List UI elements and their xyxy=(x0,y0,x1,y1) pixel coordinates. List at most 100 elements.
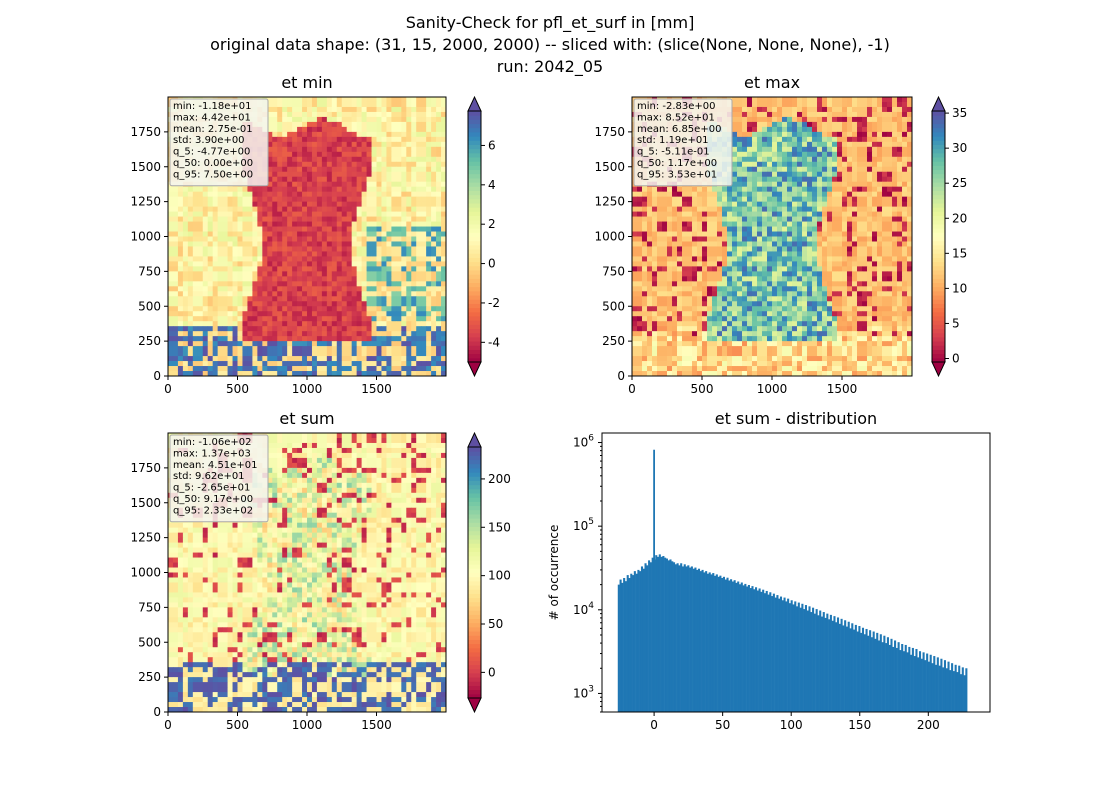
histogram-bar xyxy=(683,564,686,712)
colorbar-extend-max xyxy=(931,95,946,112)
colorbar-tick-label: 35 xyxy=(952,106,967,120)
colorbar-tick-label: 100 xyxy=(488,569,511,583)
histogram-bar xyxy=(703,572,706,712)
stats-line: max: 4.42e+01 xyxy=(173,112,251,123)
histogram-bar xyxy=(674,564,677,712)
colorbar-tick-label: 4 xyxy=(488,178,496,192)
histogram-bar xyxy=(803,609,806,712)
histogram-bar xyxy=(655,555,658,712)
figure-title-line-1: Sanity-Check for pfl_et_surf in [mm] xyxy=(405,13,695,32)
histogram-bar xyxy=(635,573,638,712)
stats-line: std: 1.19e+01 xyxy=(637,135,709,146)
stats-line: std: 3.90e+00 xyxy=(173,135,245,146)
stats-box xyxy=(169,434,269,523)
histogram-bar xyxy=(826,613,829,712)
histogram-bar xyxy=(790,600,793,712)
x-tick-label: 0 xyxy=(164,382,172,396)
colorbar-tick-label: -4 xyxy=(488,335,500,349)
histogram-bar xyxy=(958,665,961,712)
y-tick-label: 1250 xyxy=(594,195,625,209)
histogram-bar xyxy=(792,604,795,712)
histogram-bar xyxy=(922,652,925,712)
histogram-bar xyxy=(746,586,749,712)
colorbar-tick-label: 6 xyxy=(488,138,496,152)
y-tick-label: 250 xyxy=(602,334,625,348)
histogram-bar xyxy=(705,571,708,712)
histogram-bar xyxy=(936,657,939,712)
histogram-bar xyxy=(689,567,692,712)
histogram-bar xyxy=(886,637,889,712)
histogram-bar xyxy=(861,627,865,712)
histogram-x-tick-label: 200 xyxy=(917,718,940,732)
histogram-bar xyxy=(911,647,914,712)
histogram-bar xyxy=(956,672,959,712)
histogram-bar xyxy=(901,644,904,712)
histogram-bar xyxy=(885,643,888,712)
histogram-bar xyxy=(796,606,799,712)
histogram-bar xyxy=(836,617,840,712)
stats-line: mean: 6.85e+00 xyxy=(637,124,721,135)
histogram-bar xyxy=(769,592,772,712)
y-tick-label: 1500 xyxy=(130,496,161,510)
histogram-bar xyxy=(753,589,756,712)
histogram-bar xyxy=(872,631,875,712)
histogram-bar xyxy=(828,619,831,712)
colorbar-extend-min xyxy=(467,361,482,378)
stats-box xyxy=(633,98,733,187)
stats-line: q_95: 7.50e+00 xyxy=(173,169,253,180)
colorbar-tick-label: 0 xyxy=(488,257,496,271)
histogram-bar xyxy=(696,569,699,712)
histogram-bar xyxy=(963,675,966,712)
histogram-bar xyxy=(838,623,841,712)
histogram-bar xyxy=(858,626,861,712)
histogram-bar xyxy=(751,586,754,712)
histogram-bar xyxy=(680,563,683,712)
histogram-x-tick-label: 100 xyxy=(780,718,803,732)
histogram-bar xyxy=(758,588,761,712)
histogram-bar xyxy=(779,596,783,712)
histogram-bar xyxy=(961,667,964,712)
histogram-bar xyxy=(851,623,854,712)
histogram-bar xyxy=(667,560,670,712)
histogram-bar xyxy=(626,575,629,712)
histogram-bar xyxy=(910,654,913,712)
histogram-bar xyxy=(665,558,668,712)
histogram-bar xyxy=(664,557,667,712)
y-tick-label: 1750 xyxy=(130,461,161,475)
histogram-bar xyxy=(640,566,644,712)
histogram-bar xyxy=(870,637,873,712)
histogram-bar xyxy=(938,665,941,712)
histogram-bar xyxy=(890,638,893,712)
histogram-title: et sum - distribution xyxy=(715,409,877,428)
histogram-bar xyxy=(624,581,627,712)
colorbar-tick-label: 25 xyxy=(952,176,967,190)
histogram-bar xyxy=(623,578,626,712)
histogram-bar xyxy=(810,612,813,712)
stats-line: q_95: 2.33e+02 xyxy=(173,505,253,516)
stats-line: min: -2.83e+00 xyxy=(637,101,716,112)
y-tick-label: 500 xyxy=(602,299,625,313)
y-tick-label: 1000 xyxy=(130,230,161,244)
x-tick-label: 1000 xyxy=(292,718,323,732)
histogram-bar xyxy=(820,616,824,712)
stats-line: mean: 4.51e+01 xyxy=(173,460,257,471)
stats-line: q_95: 3.53e+01 xyxy=(637,169,717,180)
histogram-bar xyxy=(913,656,916,712)
y-tick-label: 1250 xyxy=(130,195,161,209)
histogram-bar xyxy=(617,584,620,712)
histogram-bar xyxy=(894,640,897,712)
histogram-bar xyxy=(879,634,882,712)
histogram-bar xyxy=(681,566,685,712)
histogram-bar xyxy=(687,565,690,712)
histogram-bar xyxy=(767,594,770,712)
histogram-bar xyxy=(856,631,859,712)
histogram-bar xyxy=(860,632,863,712)
histogram-bar xyxy=(833,616,836,712)
histogram-bar xyxy=(817,615,820,712)
histogram-bar xyxy=(699,571,702,712)
histogram-bar xyxy=(815,609,818,712)
histogram-bar xyxy=(924,660,927,712)
histogram-bar xyxy=(892,646,895,712)
histogram-bar xyxy=(762,589,765,712)
